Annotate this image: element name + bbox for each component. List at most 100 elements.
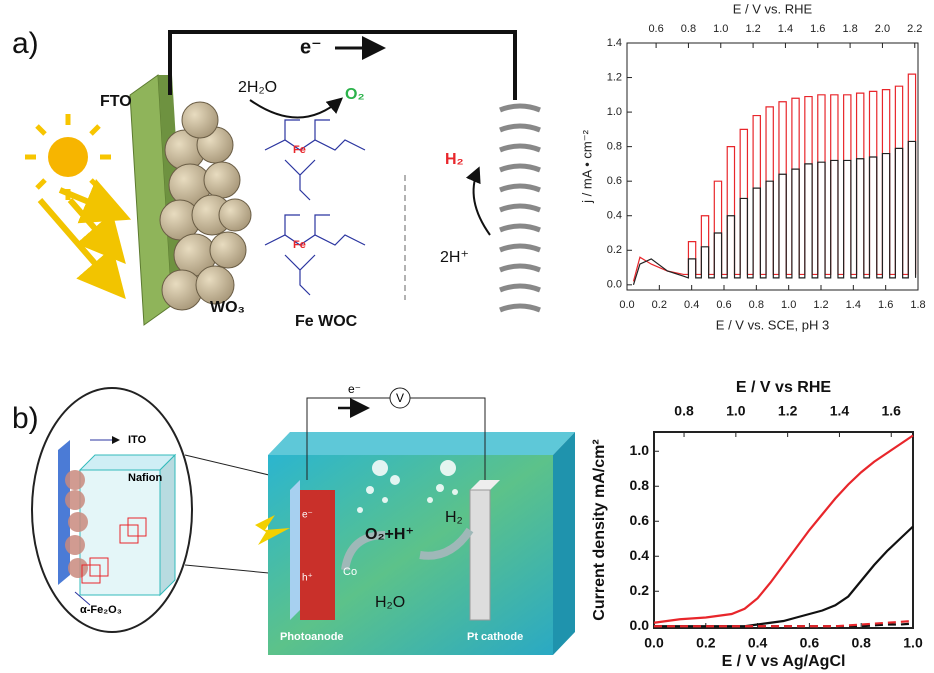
label: O₂+H⁺ <box>365 526 414 543</box>
shape <box>357 507 363 513</box>
data-line <box>653 434 914 624</box>
shape <box>89 557 109 577</box>
x2-axis-label: E / V vs. RHE <box>733 1 813 16</box>
label: FTO <box>100 93 132 110</box>
shape <box>168 30 517 100</box>
y-tick-label: 0.6 <box>630 512 650 528</box>
shape <box>181 101 219 139</box>
shape <box>382 497 388 503</box>
shape <box>284 159 316 201</box>
shape <box>67 198 126 265</box>
shape <box>284 254 316 296</box>
x2-tick-label: 0.8 <box>674 403 694 419</box>
shape <box>68 512 88 532</box>
panel-label: b) <box>12 402 39 435</box>
data-line <box>632 73 917 282</box>
y-tick-label: 0.2 <box>607 244 622 256</box>
label: 2H⁺ <box>440 249 469 266</box>
y-tick-label: 0.8 <box>630 477 650 493</box>
shape <box>452 489 458 495</box>
y-tick-label: 0.4 <box>630 547 650 563</box>
label: Fe <box>293 144 306 156</box>
shape <box>89 124 101 136</box>
y-axis-label: j / mA • cm⁻² <box>579 129 594 203</box>
label: H₂ <box>445 509 463 526</box>
x-tick-label: 0.2 <box>652 299 667 311</box>
label: Fe <box>293 239 306 251</box>
label: Co <box>343 566 357 578</box>
shape <box>48 137 88 177</box>
y-tick-label: 0.0 <box>630 617 650 633</box>
shape <box>427 497 433 503</box>
y-axis-label: Current density mA/cm² <box>591 439 608 620</box>
label: H₂O <box>375 594 405 611</box>
x-axis-label: E / V vs Ag/AgCl <box>722 653 846 670</box>
x2-tick-label: 1.8 <box>842 23 857 35</box>
x-tick-label: 0.8 <box>749 299 764 311</box>
x2-tick-label: 1.4 <box>830 403 850 419</box>
shape <box>81 564 101 584</box>
shape <box>65 470 88 578</box>
shape <box>499 103 541 313</box>
shape <box>65 490 85 510</box>
x2-tick-label: 1.2 <box>745 23 760 35</box>
shape <box>81 517 147 584</box>
shape <box>372 460 388 476</box>
data-line <box>654 525 914 628</box>
label: Photoanode <box>280 631 344 643</box>
x-tick-label: 0.6 <box>800 635 820 651</box>
y-tick-label: 1.4 <box>607 37 622 49</box>
y-tick-label: 0.4 <box>607 210 622 222</box>
label: ITO <box>128 434 147 446</box>
shape <box>470 480 500 490</box>
x2-tick-label: 1.4 <box>778 23 793 35</box>
x2-tick-label: 0.6 <box>648 23 663 35</box>
shape <box>58 440 70 585</box>
shape <box>465 166 491 236</box>
diagram-b: ITO Nafion α-Fe₂O₃ e⁻ V Photoanode Pt ca… <box>31 382 575 655</box>
x-tick-label: 1.8 <box>910 299 925 311</box>
label: α-Fe₂O₃ <box>80 604 122 616</box>
shape <box>58 179 132 224</box>
y-tick-label: 0.2 <box>630 582 650 598</box>
shape <box>255 515 290 545</box>
shape <box>161 269 203 311</box>
x-tick-label: 1.6 <box>878 299 893 311</box>
shape <box>74 591 91 606</box>
shape <box>65 470 85 490</box>
x2-tick-label: 2.0 <box>875 23 890 35</box>
shape <box>209 231 247 269</box>
x2-tick-label: 2.2 <box>907 23 922 35</box>
x2-tick-label: 1.2 <box>778 403 798 419</box>
label: WO₃ <box>210 299 245 316</box>
shape <box>249 97 344 119</box>
shape <box>264 119 366 296</box>
shape <box>300 490 335 620</box>
y-tick-label: 0.6 <box>607 175 622 187</box>
shape <box>89 178 101 190</box>
shape <box>35 124 47 136</box>
label: 2H₂O <box>238 79 277 96</box>
x-tick-label: 1.0 <box>781 299 796 311</box>
x2-tick-label: 1.0 <box>726 403 746 419</box>
shape <box>203 161 241 199</box>
x-tick-label: 0.4 <box>684 299 699 311</box>
x-tick-label: 0.4 <box>748 635 768 651</box>
shape <box>366 486 374 494</box>
plot-frame <box>653 431 914 629</box>
label: e⁻ <box>302 510 313 521</box>
panel-label: a) <box>12 27 39 60</box>
shape <box>37 179 132 300</box>
shape <box>268 432 575 455</box>
label: V <box>396 391 404 405</box>
x2-tick-label: 1.6 <box>810 23 825 35</box>
label: h⁺ <box>302 573 313 584</box>
shape <box>499 103 541 313</box>
shape <box>127 517 147 537</box>
y-tick-label: 0.0 <box>607 279 622 291</box>
y-tick-label: 1.2 <box>607 71 622 83</box>
shape <box>389 387 411 409</box>
y-tick-label: 1.0 <box>607 106 622 118</box>
shape <box>440 460 456 476</box>
